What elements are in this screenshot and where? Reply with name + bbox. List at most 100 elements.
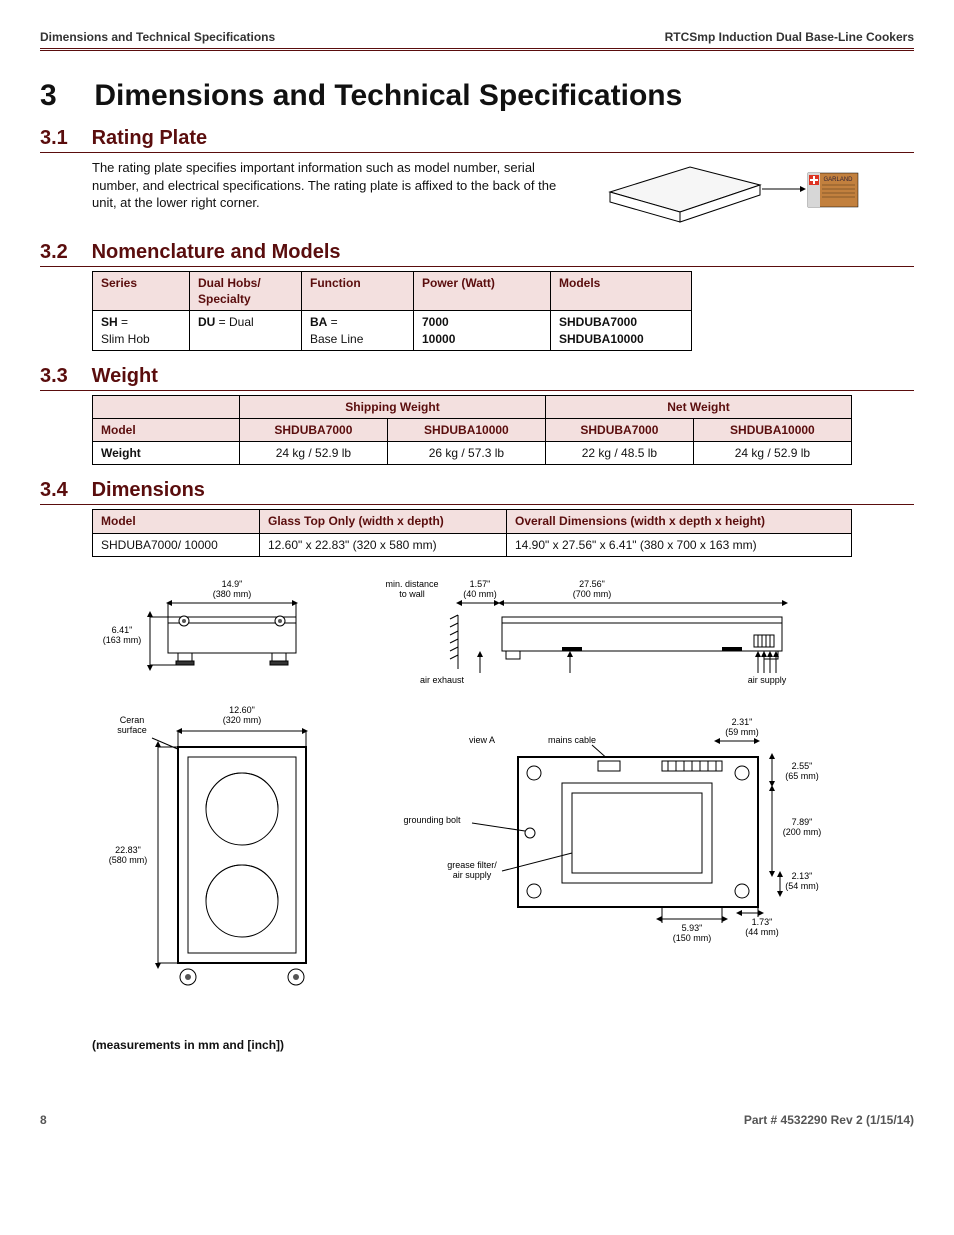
svg-text:(200 mm): (200 mm) (783, 827, 822, 837)
weight-n2: 24 kg / 52.9 lb (693, 442, 851, 465)
th-dual: Dual Hobs/ Specialty (190, 272, 302, 311)
svg-text:(40 mm): (40 mm) (463, 589, 497, 599)
diagram-row: 14.9" (380 mm) 6.41" (163 mm) 12.60" (92, 575, 914, 1053)
dual-code: DU (198, 315, 215, 329)
th-model: Model (93, 510, 260, 533)
svg-text:(54 mm): (54 mm) (785, 881, 819, 891)
section-3-3-heading: 3.3 Weight (40, 365, 914, 391)
th-func: Function (302, 272, 414, 311)
section-num: 3.1 (40, 127, 86, 150)
series-code: SH (101, 315, 118, 329)
model-1: SHDUBA7000 (559, 315, 637, 329)
svg-text:12.60": 12.60" (229, 705, 255, 715)
svg-text:(163 mm): (163 mm) (103, 635, 142, 645)
dim-glass: 12.60" x 22.83" (320 x 580 mm) (260, 533, 507, 556)
svg-text:(380 mm): (380 mm) (213, 589, 252, 599)
th-n1: SHDUBA7000 (545, 418, 693, 441)
svg-text:1.73": 1.73" (752, 917, 773, 927)
th-net: Net Weight (545, 395, 851, 418)
series-val: Slim Hob (101, 332, 150, 346)
section-3-2-heading: 3.2 Nomenclature and Models (40, 241, 914, 267)
power-2: 10000 (422, 332, 455, 346)
row-label: Weight (101, 446, 141, 460)
svg-text:27.56": 27.56" (579, 579, 605, 589)
page-header: Dimensions and Technical Specifications … (40, 30, 914, 51)
svg-text:1.57": 1.57" (470, 579, 491, 589)
rating-plate-body: The rating plate specifies important inf… (92, 157, 914, 227)
th-models: Models (551, 272, 692, 311)
section-title: Dimensions (92, 479, 205, 501)
th-model: Model (93, 418, 240, 441)
nomenclature-table: Series Dual Hobs/ Specialty Function Pow… (92, 271, 692, 351)
weight-s1: 24 kg / 52.9 lb (240, 442, 388, 465)
measurements-note: (measurements in mm and [inch]) (92, 1037, 332, 1053)
header-right: RTCSmp Induction Dual Base-Line Cookers (665, 30, 914, 44)
model-2: SHDUBA10000 (559, 332, 644, 346)
dimensions-table: Model Glass Top Only (width x depth) Ove… (92, 509, 852, 556)
section-title: Weight (92, 365, 158, 387)
dim-overall: 14.90" x 27.56" x 6.41" (380 x 700 x 163… (507, 533, 852, 556)
svg-text:22.83": 22.83" (115, 845, 141, 855)
svg-text:(65 mm): (65 mm) (785, 771, 819, 781)
svg-text:2.55": 2.55" (792, 761, 813, 771)
svg-text:Ceran: Ceran (120, 715, 145, 725)
svg-text:(580 mm): (580 mm) (109, 855, 148, 865)
chapter-text: Dimensions and Technical Specifications (94, 79, 682, 112)
section-num: 3.3 (40, 365, 86, 388)
th-glass: Glass Top Only (width x depth) (260, 510, 507, 533)
top-view-diagram: 12.60" (320 mm) Ceran surface (92, 703, 332, 1013)
svg-text:to wall: to wall (399, 589, 425, 599)
th-overall: Overall Dimensions (width x depth x heig… (507, 510, 852, 533)
weight-table: Shipping Weight Net Weight Model SHDUBA7… (92, 395, 852, 466)
page-footer: 8 Part # 4532290 Rev 2 (1/15/14) (40, 1113, 914, 1127)
th-ship: Shipping Weight (240, 395, 546, 418)
dimensions-body: Model Glass Top Only (width x depth) Ove… (92, 509, 914, 1053)
svg-text:2.13": 2.13" (792, 871, 813, 881)
th-s1: SHDUBA7000 (240, 418, 388, 441)
bottom-view-diagram: 2.31" (59 mm) view A mains cable groundi… (362, 713, 832, 943)
section-num: 3.2 (40, 241, 86, 264)
svg-text:(700 mm): (700 mm) (573, 589, 612, 599)
nomenclature-body: Series Dual Hobs/ Specialty Function Pow… (92, 271, 914, 351)
footer-part: Part # 4532290 Rev 2 (1/15/14) (744, 1113, 914, 1127)
svg-text:2.31": 2.31" (732, 717, 753, 727)
svg-text:6.41": 6.41" (112, 625, 133, 635)
svg-text:air supply: air supply (748, 675, 787, 685)
section-3-1-heading: 3.1 Rating Plate (40, 127, 914, 153)
svg-text:(150 mm): (150 mm) (673, 933, 712, 943)
chapter-title: 3 Dimensions and Technical Specification… (40, 79, 914, 113)
svg-text:(44 mm): (44 mm) (745, 927, 779, 937)
footer-page: 8 (40, 1113, 47, 1127)
weight-body: Shipping Weight Net Weight Model SHDUBA7… (92, 395, 914, 466)
th-power: Power (Watt) (414, 272, 551, 311)
header-left: Dimensions and Technical Specifications (40, 30, 275, 44)
side-view-diagram: 14.9" (380 mm) 6.41" (163 mm) (92, 575, 332, 685)
svg-text:(59 mm): (59 mm) (725, 727, 759, 737)
table-row: SH = Slim Hob DU = Dual BA = Base Line 7… (93, 311, 692, 350)
func-val: Base Line (310, 332, 363, 346)
power-1: 7000 (422, 315, 449, 329)
svg-text:mains cable: mains cable (548, 735, 596, 745)
svg-text:view A: view A (469, 735, 495, 745)
section-num: 3.4 (40, 479, 86, 502)
diagram-left-col: 14.9" (380 mm) 6.41" (163 mm) 12.60" (92, 575, 332, 1053)
svg-text:14.9": 14.9" (222, 579, 243, 589)
svg-text:5.93": 5.93" (682, 923, 703, 933)
rating-plate-icon: GARLAND (600, 157, 860, 227)
svg-text:grounding bolt: grounding bolt (403, 815, 461, 825)
table-row: Weight 24 kg / 52.9 lb 26 kg / 57.3 lb 2… (93, 442, 852, 465)
section-title: Rating Plate (92, 127, 208, 149)
svg-text:surface: surface (117, 725, 147, 735)
svg-text:(320 mm): (320 mm) (223, 715, 262, 725)
svg-text:air supply: air supply (453, 870, 492, 880)
svg-text:min. distance: min. distance (385, 579, 438, 589)
th-series: Series (93, 272, 190, 311)
th-s2: SHDUBA10000 (387, 418, 545, 441)
rating-plate-text: The rating plate specifies important inf… (92, 159, 582, 212)
rear-side-diagram: min. distance to wall 1.57" (40 mm) 27.5… (362, 575, 832, 695)
weight-s2: 26 kg / 57.3 lb (387, 442, 545, 465)
chapter-num: 3 (40, 79, 86, 113)
th-n2: SHDUBA10000 (693, 418, 851, 441)
section-title: Nomenclature and Models (92, 241, 341, 263)
svg-text:grease filter/: grease filter/ (447, 860, 497, 870)
